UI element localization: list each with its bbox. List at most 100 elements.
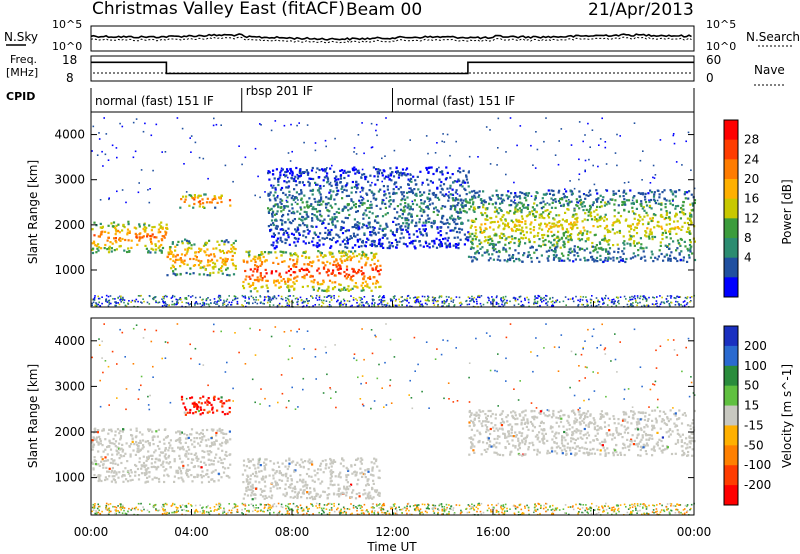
power-cell	[309, 189, 312, 192]
power-cell	[673, 190, 676, 193]
power-cell	[207, 259, 210, 262]
power-cell	[140, 301, 142, 303]
power-cell	[281, 250, 284, 254]
power-cell	[192, 264, 195, 267]
power-cell	[631, 256, 635, 259]
power-cell	[591, 245, 595, 248]
power-cell	[477, 156, 479, 158]
power-cell	[347, 229, 350, 232]
power-cell	[575, 204, 578, 207]
power-cell	[554, 206, 557, 209]
power-cell	[267, 299, 270, 302]
power-cell	[310, 169, 314, 172]
power-cell	[299, 206, 302, 209]
power-cell	[420, 233, 423, 236]
power-cell	[297, 199, 299, 201]
velocity-cell	[129, 453, 132, 456]
power-cell	[383, 234, 386, 237]
power-cell	[306, 285, 309, 288]
power-cell	[485, 126, 488, 128]
power-cell	[273, 197, 276, 200]
power-cell	[212, 197, 216, 200]
power-cell	[367, 256, 370, 260]
power-cell	[599, 258, 602, 261]
velocity-cell	[104, 456, 107, 459]
power-cell	[353, 255, 356, 258]
power-cell	[550, 249, 553, 252]
velocity-cell	[193, 445, 196, 449]
power-cell	[358, 222, 361, 225]
power-cell	[555, 254, 558, 257]
power-cell	[648, 296, 650, 299]
power-cell	[218, 243, 221, 246]
power-cell	[514, 210, 517, 213]
power-cell	[170, 297, 173, 299]
power-cell	[568, 200, 571, 203]
power-cell	[342, 221, 345, 224]
power-cell	[194, 302, 196, 305]
power-cell	[460, 183, 463, 186]
velocity-cell	[213, 441, 216, 444]
power-cell	[395, 230, 398, 233]
power-cell	[356, 186, 359, 189]
power-cell	[404, 219, 407, 222]
power-cell	[478, 194, 481, 197]
power-cell	[454, 218, 457, 221]
power-cell	[345, 303, 347, 306]
power-cell	[183, 262, 186, 266]
power-cell	[633, 295, 636, 297]
velocity-cell	[187, 457, 190, 460]
power-cell	[302, 234, 305, 237]
power-cell	[297, 300, 299, 303]
power-cell	[664, 216, 667, 220]
power-cell	[468, 232, 471, 235]
power-cell	[193, 198, 196, 201]
power-cell	[379, 207, 382, 210]
power-cell	[652, 176, 654, 179]
power-cell	[578, 178, 580, 181]
velocity-cell	[106, 445, 109, 449]
velocity-cell	[122, 480, 125, 483]
power-cell	[536, 204, 539, 207]
power-cell	[626, 303, 629, 306]
noise-search-label: N.Search	[746, 30, 800, 44]
power-cell	[552, 189, 555, 193]
velocity-cell	[163, 455, 166, 458]
power-cell	[403, 173, 406, 176]
power-cell	[434, 196, 437, 199]
power-cell	[373, 226, 376, 230]
power-cell	[598, 205, 602, 209]
power-cell	[518, 243, 521, 246]
power-cell	[549, 298, 551, 300]
power-cell	[316, 281, 319, 284]
power-cell	[410, 215, 413, 218]
power-cell	[441, 305, 443, 308]
power-cell	[541, 301, 543, 303]
power-cell	[395, 223, 398, 226]
power-cell	[361, 226, 364, 229]
power-cell	[412, 239, 415, 243]
power-cell	[412, 297, 415, 299]
velocity-cell	[97, 474, 100, 477]
power-cell	[650, 232, 653, 236]
power-cell	[603, 204, 606, 207]
power-cell	[479, 228, 482, 231]
power-cell	[410, 180, 413, 183]
power-cell	[148, 224, 151, 227]
power-cell	[294, 244, 297, 247]
power-cell	[302, 300, 305, 303]
power-cell	[218, 197, 222, 200]
power-cell	[491, 302, 493, 305]
power-cell	[322, 169, 325, 172]
power-cell	[365, 261, 368, 264]
velocity-cell	[168, 461, 172, 464]
power-cell	[379, 295, 381, 297]
power-cell	[660, 208, 663, 211]
power-cell	[634, 213, 637, 216]
power-cell	[300, 267, 303, 270]
power-cell	[596, 192, 599, 195]
power-cell	[469, 235, 472, 238]
velocity-cell	[169, 439, 172, 442]
power-cell	[333, 198, 336, 201]
power-cell	[379, 245, 382, 248]
